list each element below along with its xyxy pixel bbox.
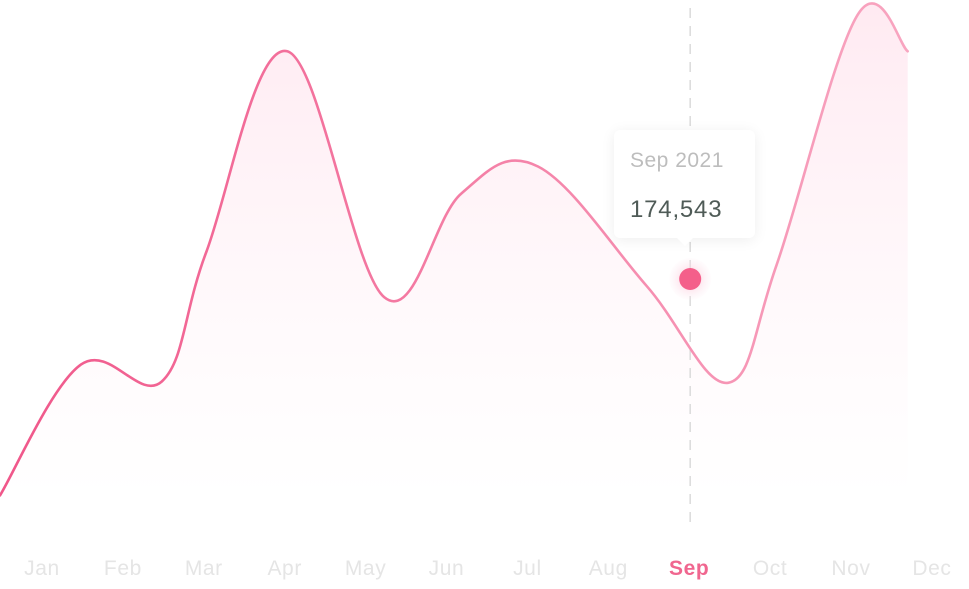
x-tick-label-jul[interactable]: Jul [513, 557, 542, 580]
x-tick-label-nov[interactable]: Nov [831, 557, 870, 580]
x-tick-label-jan[interactable]: Jan [24, 557, 60, 580]
highlight-point[interactable] [679, 268, 702, 290]
tooltip-value: 174,543 [630, 196, 723, 223]
x-tick-label-jun[interactable]: Jun [429, 557, 465, 580]
x-tick-label-aug[interactable]: Aug [589, 557, 628, 580]
x-tick-label-may[interactable]: May [345, 557, 386, 580]
x-tick-label-mar[interactable]: Mar [185, 557, 223, 580]
series-area [0, 3, 908, 499]
tooltip-date: Sep 2021 [630, 149, 724, 172]
x-tick-label-oct[interactable]: Oct [753, 557, 787, 580]
x-tick-label-dec[interactable]: Dec [912, 557, 951, 580]
series-line [0, 2, 909, 497]
x-tick-label-feb[interactable]: Feb [104, 557, 142, 580]
x-tick-label-apr[interactable]: Apr [267, 557, 301, 580]
x-tick-label-sep[interactable]: Sep [669, 557, 709, 580]
tooltip: Sep 2021 174,543 [614, 130, 755, 246]
